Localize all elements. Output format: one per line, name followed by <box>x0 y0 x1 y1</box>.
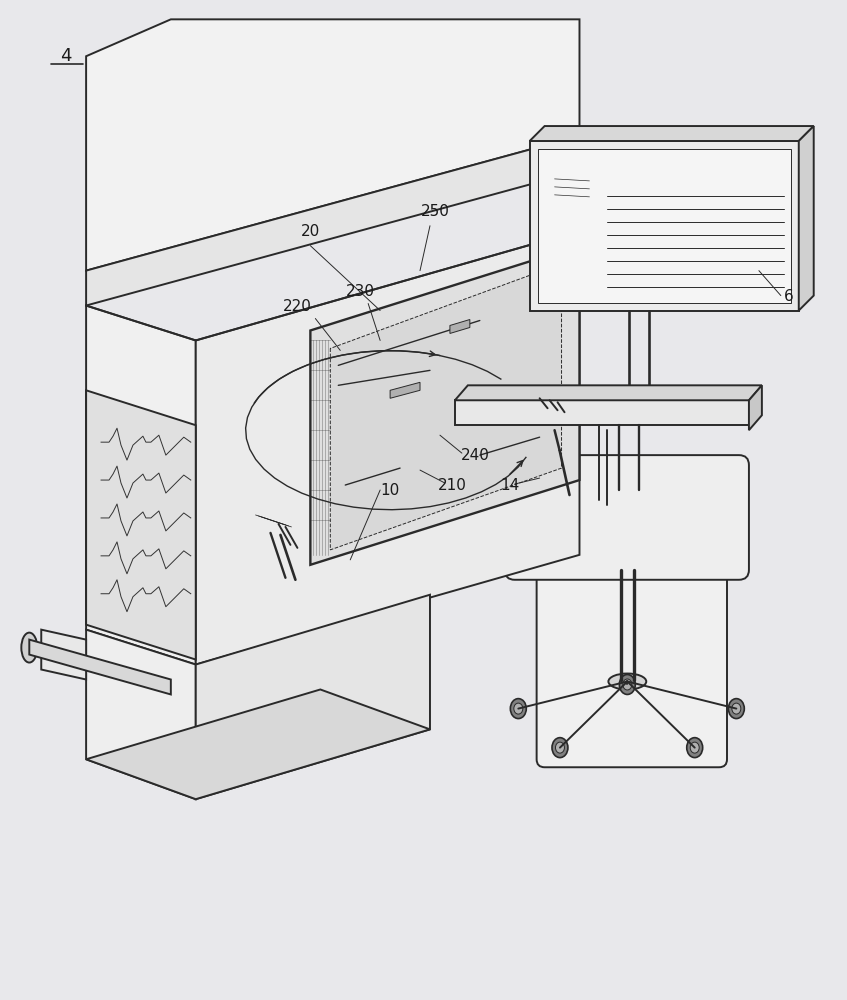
Text: 210: 210 <box>437 478 467 493</box>
Ellipse shape <box>687 738 703 758</box>
Ellipse shape <box>270 569 320 590</box>
Polygon shape <box>455 385 762 400</box>
Ellipse shape <box>549 487 590 503</box>
Ellipse shape <box>623 679 632 690</box>
Polygon shape <box>455 400 749 425</box>
Ellipse shape <box>511 699 526 719</box>
Ellipse shape <box>263 566 328 594</box>
Ellipse shape <box>540 409 568 431</box>
Polygon shape <box>86 689 430 799</box>
Polygon shape <box>538 149 791 303</box>
Polygon shape <box>86 136 579 306</box>
Ellipse shape <box>455 448 475 462</box>
Ellipse shape <box>21 633 37 663</box>
Ellipse shape <box>608 674 646 689</box>
FancyBboxPatch shape <box>505 455 749 580</box>
Text: 250: 250 <box>420 204 450 219</box>
Polygon shape <box>42 630 86 680</box>
Polygon shape <box>196 231 579 665</box>
FancyBboxPatch shape <box>537 557 727 767</box>
Polygon shape <box>196 595 430 799</box>
Polygon shape <box>749 385 762 430</box>
Ellipse shape <box>253 495 278 515</box>
Text: 4: 4 <box>60 47 72 65</box>
Polygon shape <box>529 126 814 141</box>
Ellipse shape <box>549 170 590 202</box>
Ellipse shape <box>732 703 741 714</box>
Text: 230: 230 <box>346 284 374 299</box>
Polygon shape <box>86 630 196 799</box>
Text: 20: 20 <box>301 224 320 239</box>
Polygon shape <box>86 306 196 665</box>
Ellipse shape <box>690 742 699 753</box>
Ellipse shape <box>514 703 523 714</box>
Ellipse shape <box>728 699 745 719</box>
Polygon shape <box>799 126 814 311</box>
Ellipse shape <box>619 675 635 694</box>
Polygon shape <box>310 246 579 565</box>
Polygon shape <box>86 19 579 271</box>
Ellipse shape <box>250 504 291 536</box>
Ellipse shape <box>552 738 568 758</box>
Polygon shape <box>86 390 196 660</box>
Polygon shape <box>330 264 562 550</box>
Text: 14: 14 <box>500 478 519 493</box>
Polygon shape <box>30 640 171 694</box>
Polygon shape <box>529 141 799 311</box>
Text: 10: 10 <box>380 483 400 498</box>
Ellipse shape <box>556 742 564 753</box>
Text: 6: 6 <box>784 289 794 304</box>
Ellipse shape <box>400 423 420 437</box>
Polygon shape <box>450 320 470 333</box>
Ellipse shape <box>542 484 597 506</box>
Polygon shape <box>390 382 420 398</box>
Text: 240: 240 <box>461 448 490 463</box>
Text: 220: 220 <box>283 299 312 314</box>
